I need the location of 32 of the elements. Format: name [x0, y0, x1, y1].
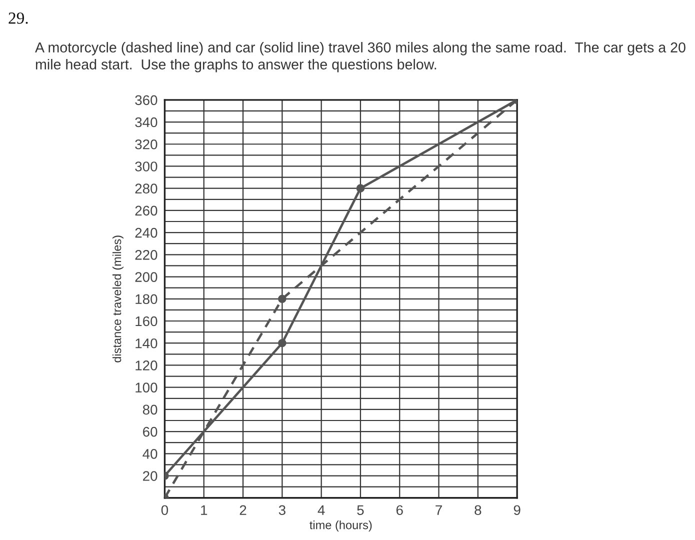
y-tick-label: 180 [136, 294, 158, 304]
y-tick-label: 20 [143, 471, 158, 481]
y-tick-label: 340 [135, 117, 158, 128]
x-tick-label: 3 [278, 505, 286, 516]
x-tick-label: 4 [318, 505, 325, 515]
y-tick-label: 240 [135, 228, 158, 238]
x-tick-label: 8 [474, 505, 482, 516]
x-tick-label: 0 [161, 505, 168, 516]
y-tick-label: 360 [135, 95, 158, 106]
y-tick-label: 140 [136, 338, 158, 348]
x-tick-label: 7 [436, 505, 442, 515]
x-tick-label: 1 [201, 505, 208, 515]
y-tick-label: 320 [135, 139, 158, 150]
y-tick-label: 280 [135, 184, 158, 194]
chart-title: A motorcycle (dashed line) and car (solid line) travel 360 miles along the same road. The car gets a 20 mile head start. Use the graphs to answer the questions below. [35, 42, 686, 72]
y-tick-label: 100 [136, 382, 158, 392]
x-axis-title: time (hours) [310, 520, 372, 532]
y-tick-label: 80 [142, 404, 158, 415]
y-tick-label: 200 [135, 272, 158, 282]
y-tick-label: 260 [135, 206, 158, 216]
y-tick-label: 120 [136, 360, 158, 370]
x-tick-label: 2 [240, 505, 246, 515]
x-tick-label: 5 [357, 505, 364, 516]
x-tick-label: 6 [396, 505, 403, 516]
y-tick-label: 40 [142, 448, 158, 459]
y-tick-label: 300 [135, 162, 158, 172]
x-tick-label: 9 [514, 505, 520, 516]
y-tick-label: 60 [143, 426, 158, 437]
y-axis-title: distance traveled (miles) [112, 236, 124, 362]
text: 29. [8, 12, 28, 24]
y-tick-label: 160 [136, 316, 158, 326]
y-tick-label: 220 [135, 250, 158, 260]
